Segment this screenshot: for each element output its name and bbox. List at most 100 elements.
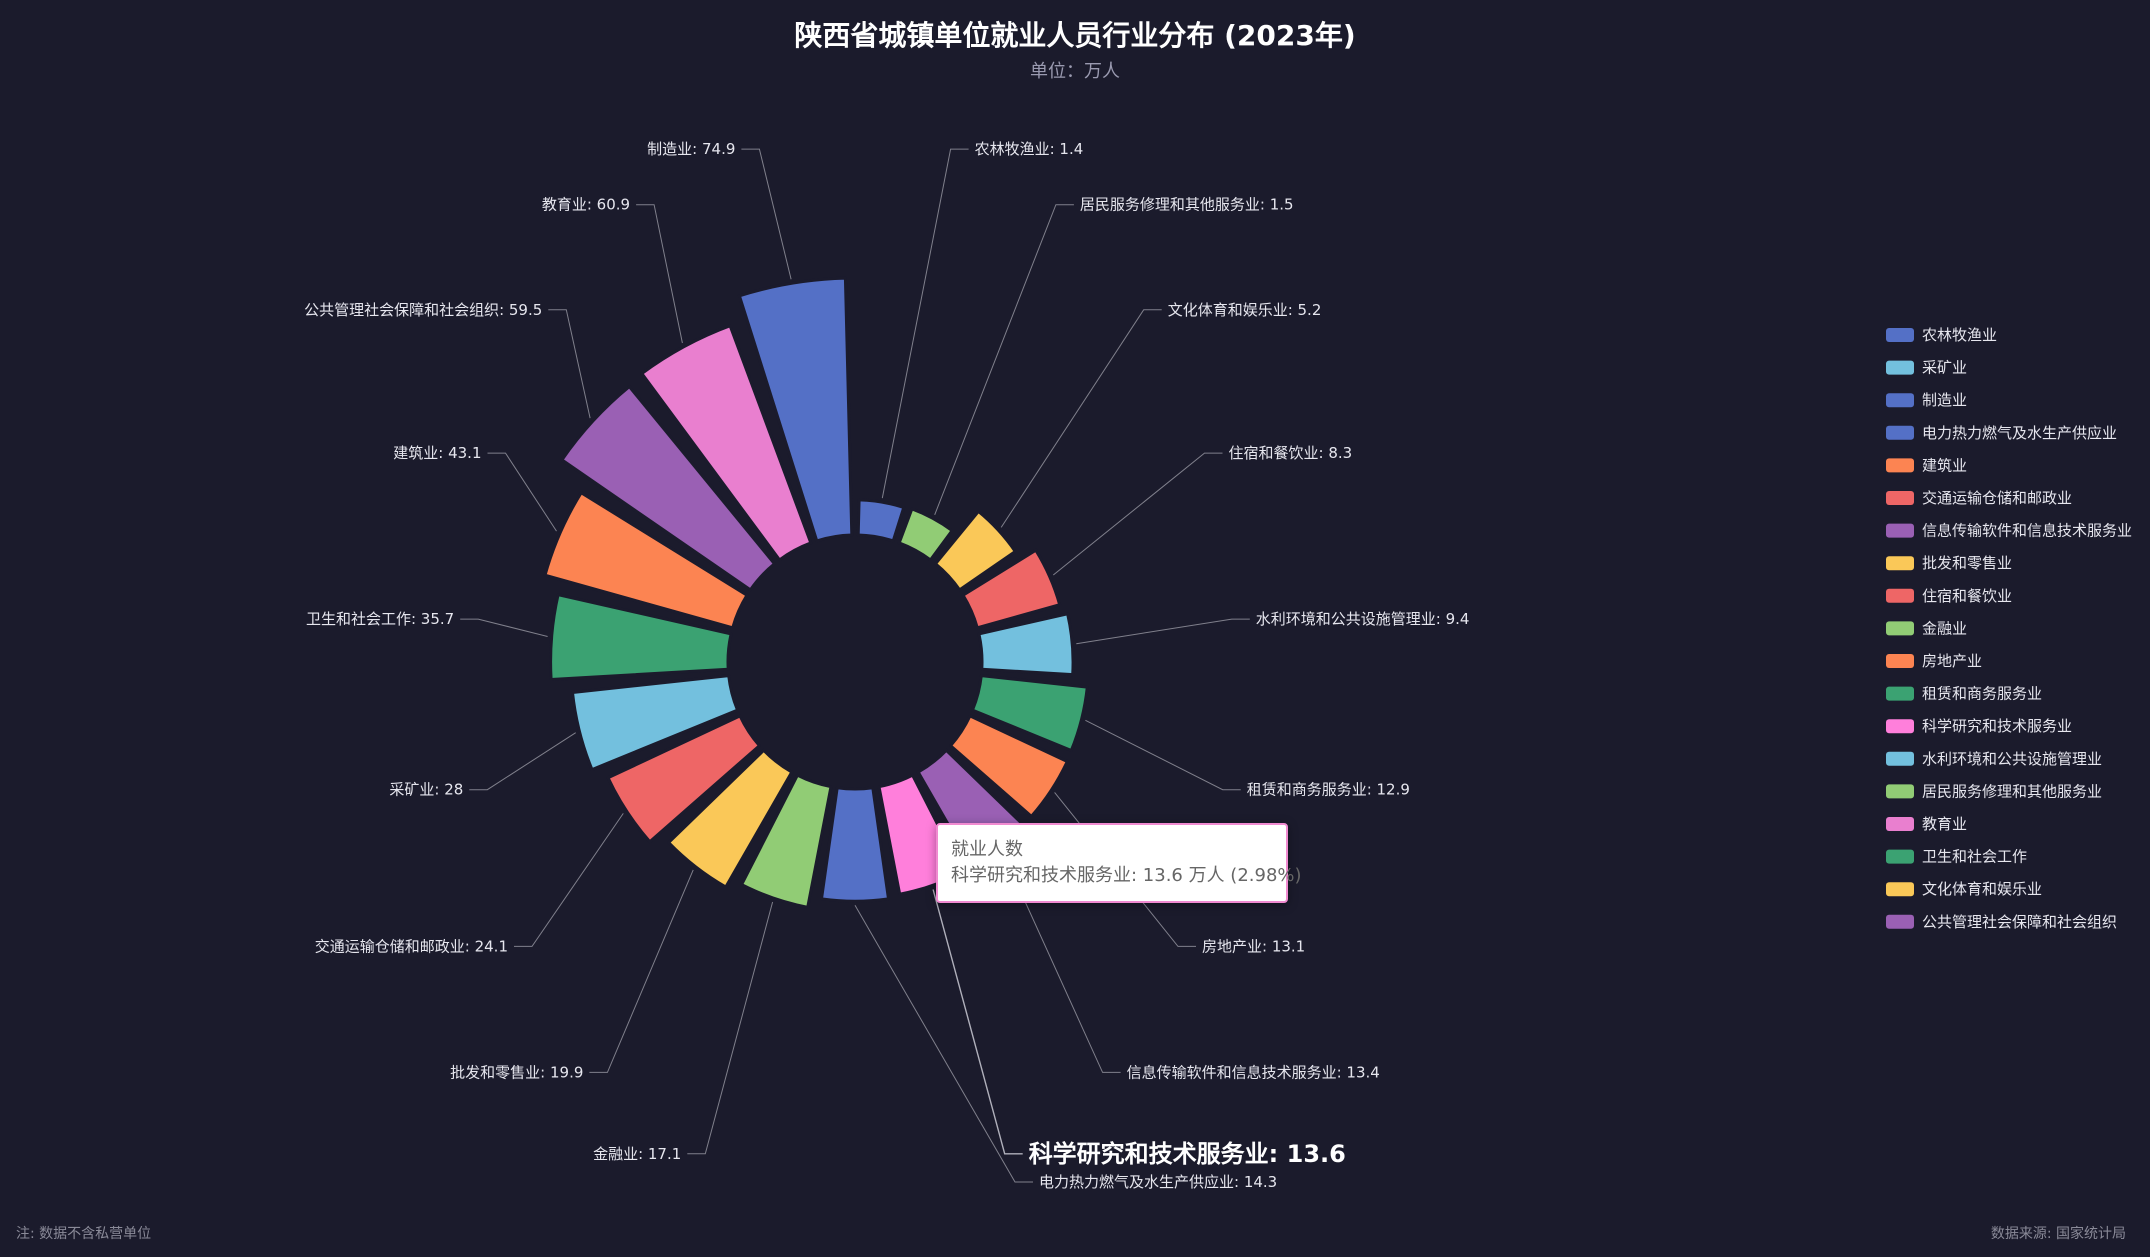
legend-label: 居民服务修理和其他服务业 [1922,782,2102,800]
slice-2-leader-line [934,204,1074,515]
chart-title: 陕西省城镇单位就业人员行业分布 (2023年) [794,19,1355,52]
legend-item-5[interactable]: 建筑业 [1886,456,1967,474]
slice-8-leader-line [1001,850,1121,1073]
legend-label: 信息传输软件和信息技术服务业 [1922,522,2132,540]
slice-11-leader-line [687,901,774,1155]
legend-item-10[interactable]: 金融业 [1886,619,1967,637]
slice-16-sector[interactable] [543,491,749,630]
legend-item-19[interactable]: 公共管理社会保障和社会组织 [1886,913,2117,931]
slice-6-sector[interactable] [971,674,1089,752]
slice-15-label: 卫生和社会工作: 35.7 [306,610,454,628]
slice-15-leader-line [460,618,548,637]
legend-item-15[interactable]: 居民服务修理和其他服务业 [1886,782,2102,800]
slice-19-leader-line [741,148,792,280]
legend-item-1[interactable]: 农林牧渔业 [1886,326,1997,344]
legend-item-11[interactable]: 房地产业 [1886,652,1982,670]
slice-17-sector[interactable] [560,385,776,592]
slice-2-label: 居民服务修理和其他服务业: 1.5 [1080,196,1294,214]
legend-swatch [1886,817,1914,831]
legend-swatch [1886,425,1914,440]
slice-5-leader-line [1076,618,1250,645]
legend-label: 教育业 [1922,815,1967,833]
legend-label: 水利环境和公共设施管理业 [1922,750,2102,768]
slice-16-label: 建筑业: 43.1 [393,444,481,462]
legend-swatch [1886,523,1914,538]
legend-item-8[interactable]: 批发和零售业 [1886,554,2012,572]
slice-label-group: 农林牧渔业: 1.4 居民服务修理和其他服务业: 1.5 文化体育和娱乐业: 5.2… [304,140,1469,1191]
legend-swatch [1886,328,1914,342]
legend-label: 租赁和商务服务业 [1922,685,2042,703]
slice-1-sector[interactable] [856,498,906,543]
legend-item-13[interactable]: 科学研究和技术服务业 [1886,717,2072,735]
slice-1-leader-line [881,148,969,499]
slice-3-sector[interactable] [934,509,1017,592]
legend-item-3[interactable]: 制造业 [1886,391,1967,409]
legend-label: 科学研究和技术服务业 [1922,717,2072,735]
legend-swatch [1886,556,1914,571]
slice-10-leader-line [854,905,1033,1183]
slice-10-label: 电力热力燃气及水生产供应业: 14.3 [1039,1173,1277,1191]
slice-18-sector[interactable] [640,324,813,562]
slice-17-leader-line [548,309,591,419]
slice-12-leader-line [589,869,694,1073]
legend-item-7[interactable]: 信息传输软件和信息技术服务业 [1886,522,2132,540]
legend-label: 电力热力燃气及水生产供应业 [1922,424,2117,442]
legend-item-6[interactable]: 交通运输仓储和邮政业 [1886,489,2072,507]
slice-4-leader-line [1052,452,1223,576]
slice-10-sector[interactable] [820,786,890,903]
legend-item-12[interactable]: 租赁和商务服务业 [1886,685,2042,703]
footer-source: 数据来源: 国家统计局 [1991,1225,2126,1242]
legend-swatch [1886,654,1914,668]
slice-13-label: 交通运输仓储和邮政业: 24.1 [315,937,508,955]
slice-11-label: 金融业: 17.1 [593,1145,681,1163]
legend-label: 农林牧渔业 [1922,326,1997,344]
legend-swatch [1886,849,1914,864]
slice-8-label: 信息传输软件和信息技术服务业: 13.4 [1127,1063,1380,1081]
slice-14-sector[interactable] [571,674,739,772]
legend-label: 采矿业 [1922,359,1967,377]
legend: 农林牧渔业采矿业制造业电力热力燃气及水生产供应业建筑业交通运输仓储和邮政业信息传… [1886,326,2132,931]
slice-2-sector[interactable] [897,507,954,562]
legend-item-4[interactable]: 电力热力燃气及水生产供应业 [1886,424,2117,442]
slice-9-leader-line [932,889,1023,1155]
slice-12-label: 批发和零售业: 19.9 [450,1063,583,1081]
legend-label: 交通运输仓储和邮政业 [1922,489,2072,507]
legend-item-16[interactable]: 教育业 [1886,815,1967,833]
slice-15-sector[interactable] [549,593,733,681]
tooltip: 就业人数 科学研究和技术服务业: 13.6 万人 (2.98%) [936,823,1302,903]
slice-13-sector[interactable] [606,714,761,844]
slice-6-leader-line [1085,719,1241,791]
footer-note: 注: 数据不含私营单位 [16,1226,151,1242]
legend-item-18[interactable]: 文化体育和娱乐业 [1886,880,2042,898]
slice-4-sector[interactable] [961,548,1062,630]
legend-swatch [1886,882,1914,897]
slice-19-sector[interactable] [737,276,854,543]
slice-14-leader-line [469,732,576,791]
legend-item-14[interactable]: 水利环境和公共设施管理业 [1886,750,2102,768]
slice-19-label: 制造业: 74.9 [647,140,735,158]
slice-4-label: 住宿和餐饮业: 8.3 [1229,444,1353,462]
slice-7-label: 房地产业: 13.1 [1202,937,1305,955]
slice-16-leader-line [487,452,557,532]
slice-12-sector[interactable] [667,748,794,889]
legend-item-9[interactable]: 住宿和餐饮业 [1886,587,2012,605]
slice-3-leader-line [1000,309,1162,528]
legend-swatch [1886,360,1914,375]
legend-swatch [1886,914,1914,929]
slice-3-label: 文化体育和娱乐业: 5.2 [1168,301,1322,319]
tooltip-title: 就业人数 [951,839,1023,860]
legend-item-2[interactable]: 采矿业 [1886,359,1967,377]
legend-label: 文化体育和娱乐业 [1922,880,2042,898]
legend-swatch [1886,686,1914,701]
slice-11-sector[interactable] [740,773,833,909]
legend-label: 住宿和餐饮业 [1922,587,2012,605]
sector-group [543,276,1089,909]
slice-1-label: 农林牧渔业: 1.4 [975,140,1084,158]
legend-item-17[interactable]: 卫生和社会工作 [1886,848,2027,866]
slice-7-sector[interactable] [949,714,1069,818]
legend-swatch [1886,491,1914,505]
slice-5-sector[interactable] [977,612,1075,677]
legend-label: 批发和零售业 [1922,554,2012,572]
legend-swatch [1886,393,1914,408]
